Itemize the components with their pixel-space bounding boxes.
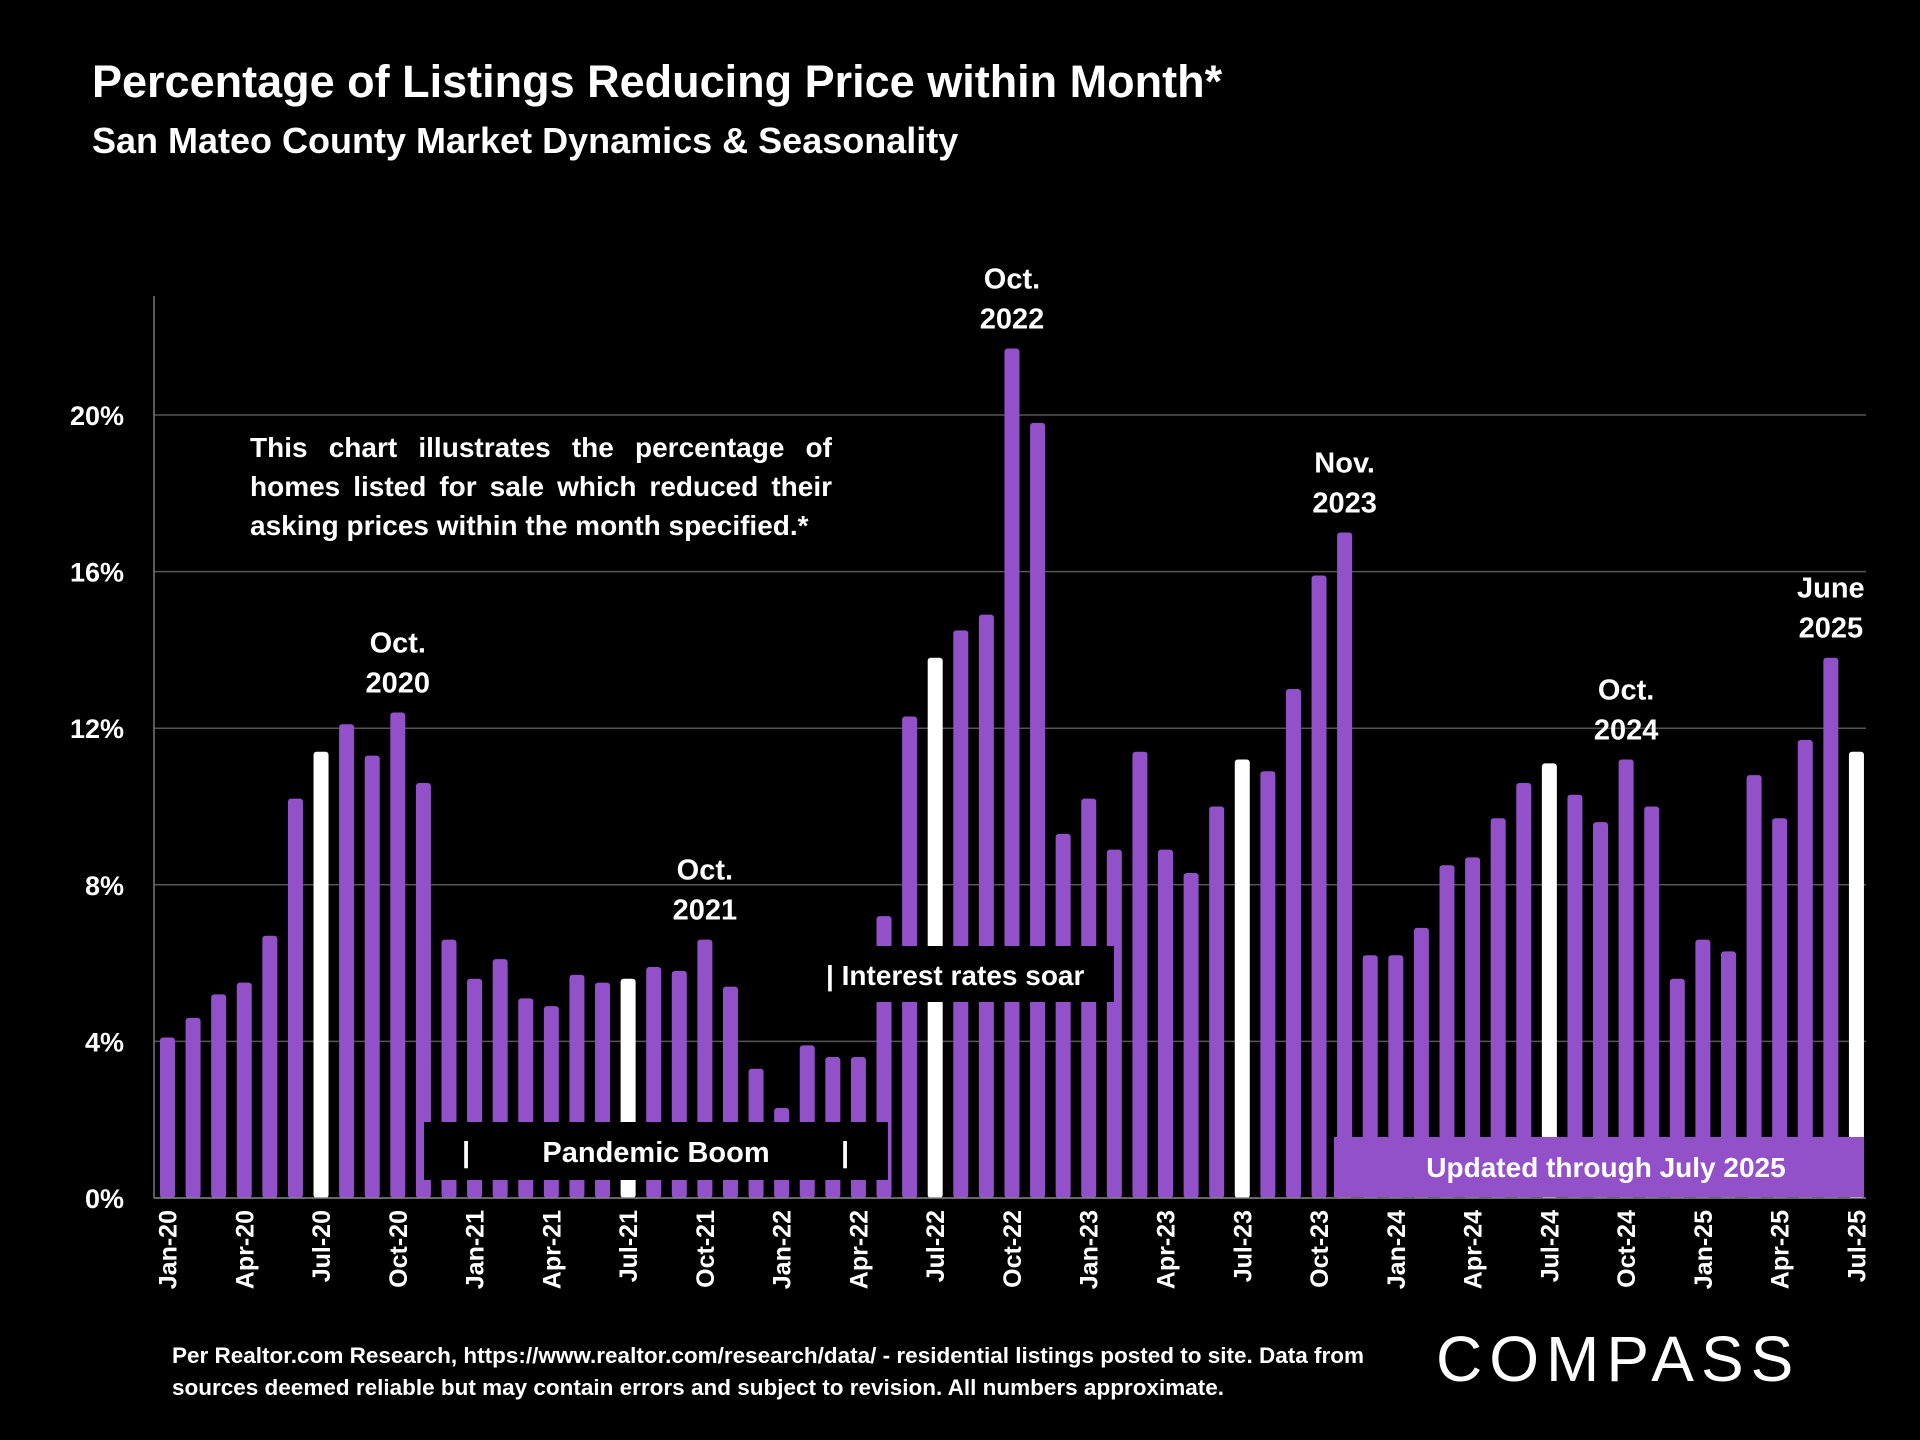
x-tick-label: Oct-20	[385, 1210, 413, 1288]
peak-annotation: Oct.	[677, 855, 733, 887]
bar	[1337, 532, 1353, 1198]
pandemic-boom-box	[424, 1122, 888, 1180]
peak-annotation: June	[1797, 573, 1865, 605]
x-tick-label: Jul-24	[1536, 1210, 1564, 1282]
y-tick-label: 16%	[70, 558, 124, 588]
bar	[1132, 751, 1148, 1198]
bar	[1260, 771, 1276, 1198]
x-tick-label: Oct-21	[692, 1210, 720, 1288]
bar	[1183, 873, 1199, 1198]
y-tick-label: 8%	[85, 871, 124, 901]
x-tick-label: Apr-20	[231, 1210, 259, 1289]
x-tick-label: Apr-21	[538, 1210, 566, 1289]
peak-annotation: 2024	[1594, 715, 1659, 747]
bar	[1644, 806, 1660, 1198]
x-tick-label: Apr-24	[1460, 1210, 1488, 1289]
bar	[1158, 849, 1174, 1198]
y-tick-label: 0%	[85, 1184, 124, 1214]
interest-rates-box	[818, 946, 1114, 1002]
bar	[1772, 818, 1788, 1198]
x-tick-label: Oct-23	[1306, 1210, 1334, 1288]
interest-rates-label: | Interest rates soar	[826, 960, 1085, 991]
bar	[1311, 575, 1327, 1198]
bar	[1746, 775, 1762, 1198]
x-tick-label: Oct-22	[999, 1210, 1027, 1288]
x-tick-label: Apr-23	[1153, 1210, 1181, 1289]
bar	[1004, 348, 1020, 1198]
bar	[1439, 865, 1455, 1198]
chart-description: This chart illustrates the percentage of…	[250, 432, 832, 541]
bar	[1106, 849, 1122, 1198]
bar	[1541, 763, 1557, 1198]
y-tick-label: 12%	[70, 714, 124, 744]
bar	[1618, 759, 1634, 1198]
source-footnote: Per Realtor.com Research, https://www.re…	[172, 1343, 1365, 1400]
bar	[1285, 689, 1301, 1198]
bar	[1413, 927, 1429, 1198]
pandemic-boom-bar-right: |	[841, 1137, 849, 1169]
bar	[415, 783, 431, 1198]
chart-subtitle: San Mateo County Market Dynamics & Seaso…	[92, 120, 959, 161]
bar	[1209, 806, 1225, 1198]
x-tick-label: Apr-22	[845, 1210, 873, 1289]
x-tick-label: Jul-22	[922, 1210, 950, 1282]
bar	[313, 751, 329, 1198]
peak-annotation: 2020	[366, 668, 431, 700]
x-tick-label: Jan-23	[1076, 1210, 1104, 1289]
compass-logo: COMPASS	[1436, 1323, 1801, 1395]
bar	[1695, 939, 1711, 1198]
x-tick-label: Apr-25	[1767, 1210, 1795, 1289]
bar	[1720, 951, 1736, 1198]
bar	[211, 994, 227, 1198]
pandemic-boom-bar-left: |	[462, 1137, 470, 1169]
bar	[1234, 759, 1250, 1198]
bar	[1567, 794, 1583, 1198]
peak-annotation: Oct.	[984, 263, 1040, 295]
x-tick-label: Jan-25	[1690, 1210, 1718, 1289]
bar	[160, 1037, 175, 1198]
bar	[1055, 833, 1071, 1198]
bar	[1593, 822, 1609, 1198]
pandemic-boom-label: Pandemic Boom	[542, 1137, 769, 1169]
updated-banner	[1334, 1137, 1864, 1197]
peak-annotation: 2021	[673, 895, 738, 927]
x-tick-label: Jan-21	[462, 1210, 490, 1289]
x-tick-label: Jan-20	[155, 1210, 183, 1289]
bar	[1030, 422, 1046, 1199]
x-tick-label: Jul-21	[615, 1210, 643, 1282]
updated-banner-label: Updated through July 2025	[1426, 1152, 1785, 1183]
x-tick-label: Oct-24	[1613, 1210, 1641, 1288]
bar	[390, 712, 406, 1198]
x-tick-label: Jul-20	[308, 1210, 336, 1282]
bar	[1490, 818, 1506, 1198]
x-tick-label: Jul-23	[1229, 1210, 1257, 1282]
bar	[978, 614, 994, 1198]
y-tick-label: 20%	[70, 401, 124, 431]
chart-title: Percentage of Listings Reducing Price wi…	[92, 56, 1223, 107]
bar	[1465, 857, 1481, 1198]
bar	[364, 755, 380, 1198]
peak-annotation: Nov.	[1314, 447, 1375, 479]
bar	[339, 724, 355, 1198]
bar	[262, 935, 278, 1198]
bar	[287, 798, 303, 1198]
bar	[1848, 751, 1864, 1198]
peak-annotation: Oct.	[370, 628, 426, 660]
bar	[185, 1017, 201, 1198]
bar	[953, 630, 969, 1198]
peak-annotation: Oct.	[1598, 675, 1654, 707]
x-tick-label: Jan-22	[769, 1210, 797, 1289]
peak-annotation: 2023	[1312, 487, 1377, 519]
bar	[236, 982, 252, 1198]
x-tick-label: Jan-24	[1383, 1210, 1411, 1289]
peak-annotation: 2025	[1799, 613, 1864, 645]
x-tick-label: Jul-25	[1843, 1210, 1871, 1282]
y-tick-label: 4%	[85, 1027, 124, 1057]
bar	[1823, 657, 1839, 1198]
bar	[1797, 739, 1813, 1198]
peak-annotation: 2022	[980, 303, 1045, 335]
bar	[927, 657, 943, 1198]
bar	[1516, 783, 1532, 1198]
